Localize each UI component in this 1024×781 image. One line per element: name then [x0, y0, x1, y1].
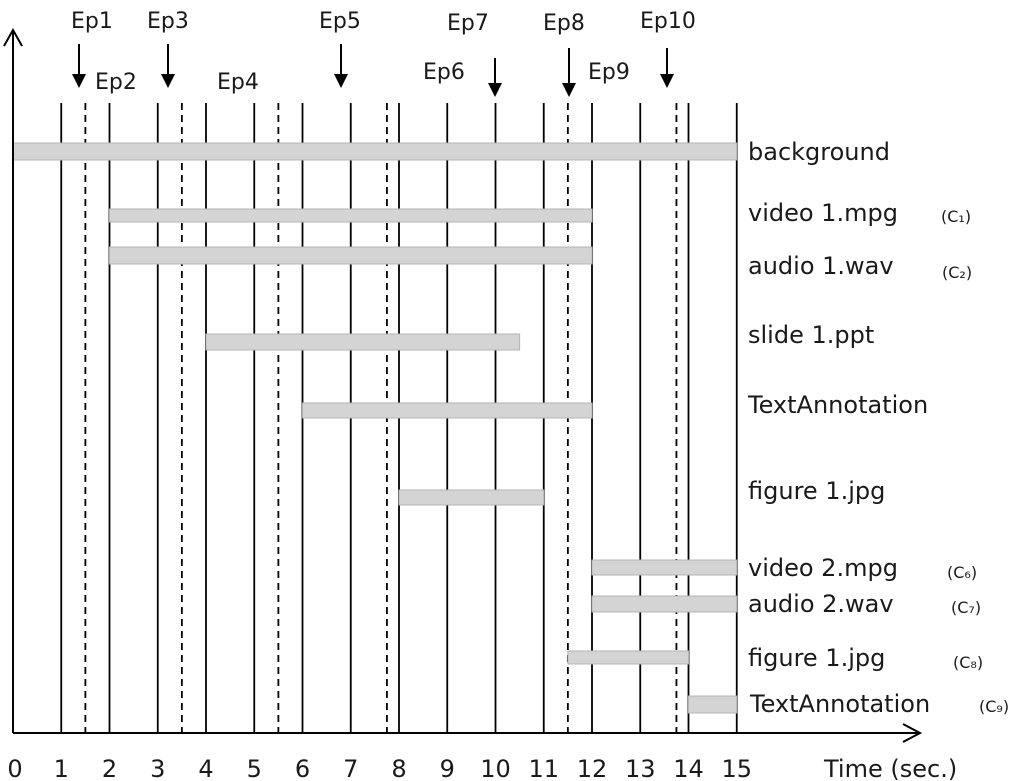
event-label: Ep10 — [640, 9, 696, 34]
time-tick-label: 14 — [673, 755, 704, 781]
event-label: Ep5 — [319, 9, 361, 34]
track-label: audio 2.wav — [748, 590, 894, 618]
event-label: Ep1 — [71, 9, 113, 34]
down-arrow-icon — [72, 74, 86, 88]
time-tick-label: 3 — [150, 755, 165, 781]
time-tick-label: 6 — [295, 755, 310, 781]
media-bar — [688, 695, 738, 714]
clip-id-label: (C₂) — [942, 263, 972, 282]
media-bar — [12, 142, 738, 161]
time-tick-label: 1 — [54, 755, 69, 781]
track-label: audio 1.wav — [748, 252, 894, 280]
event-label: Ep6 — [423, 60, 465, 85]
media-bar — [567, 650, 689, 665]
event-label: Ep3 — [147, 9, 189, 34]
time-tick-label: 7 — [343, 755, 358, 781]
media-bar — [591, 595, 738, 613]
time-axis-title: Time (sec.) — [823, 755, 957, 781]
media-bars — [12, 142, 738, 714]
down-arrow-icon — [488, 83, 502, 97]
media-bar — [591, 559, 738, 576]
clip-id-label: (C₆) — [947, 563, 977, 582]
track-label: video 2.mpg — [748, 554, 898, 582]
time-tick-label: 4 — [198, 755, 213, 781]
track-label: slide 1.ppt — [748, 321, 874, 349]
time-tick-label: 13 — [625, 755, 656, 781]
clip-id-label: (C₈) — [953, 653, 983, 672]
media-bar — [205, 333, 521, 351]
x-axis-arrowhead — [902, 723, 923, 743]
track-labels: background video 1.mpg (C₁) audio 1.wav (C₂)… — [747, 138, 1009, 718]
axes — [3, 27, 923, 743]
clip-id-label: (C₉) — [979, 697, 1009, 716]
event-label: Ep9 — [588, 60, 630, 85]
down-arrow-icon — [161, 74, 175, 88]
time-tick-label: 2 — [102, 755, 117, 781]
event-label: Ep7 — [447, 11, 489, 36]
time-tick-labels: 0 1 2 3 4 5 6 7 8 9 10 11 12 13 14 15 — [7, 755, 752, 781]
time-tick-label: 15 — [721, 755, 752, 781]
clip-id-label: (C₁) — [941, 207, 971, 226]
time-tick-label: 9 — [440, 755, 455, 781]
time-tick-label: 0 — [7, 755, 22, 781]
track-label: TextAnnotation — [749, 690, 930, 718]
track-label: video 1.mpg — [748, 199, 898, 227]
down-arrow-icon — [562, 83, 576, 97]
clip-id-label: (C₇) — [951, 598, 981, 617]
media-bar — [302, 402, 593, 419]
event-label: Ep4 — [217, 70, 259, 95]
time-tick-label: 5 — [247, 755, 262, 781]
track-label: figure 1.jpg — [748, 477, 885, 505]
media-bar — [109, 208, 593, 223]
media-bar — [109, 246, 593, 265]
down-arrow-icon — [334, 74, 348, 88]
time-tick-label: 11 — [528, 755, 559, 781]
track-label: figure 1.jpg — [748, 644, 885, 672]
event-label: Ep2 — [95, 70, 137, 95]
track-label: background — [748, 138, 890, 166]
time-tick-label: 8 — [391, 755, 406, 781]
time-tick-label: 12 — [577, 755, 608, 781]
time-tick-label: 10 — [480, 755, 511, 781]
media-bar — [398, 489, 545, 506]
down-arrow-icon — [660, 74, 674, 88]
y-axis-arrowhead — [3, 27, 23, 47]
track-label: TextAnnotation — [747, 391, 928, 419]
event-label: Ep8 — [543, 11, 585, 36]
